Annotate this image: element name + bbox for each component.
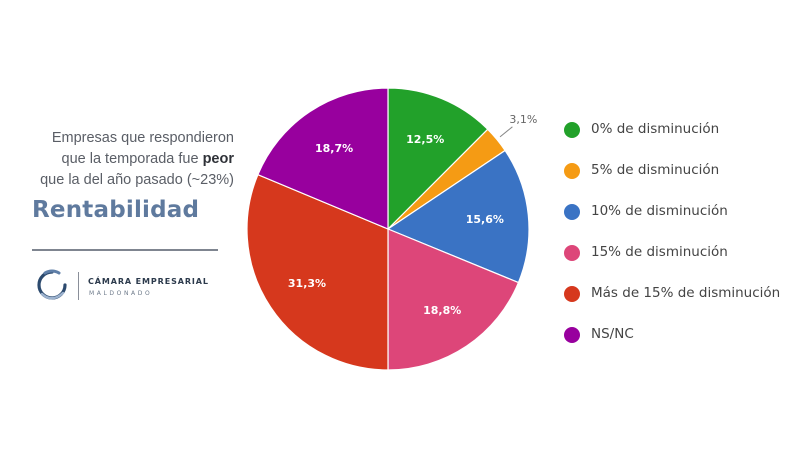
subtitle-line-3: que la del año pasado (~23%) [40,172,234,188]
legend-swatch-2 [564,204,580,220]
pie-slice-label-2: 15,6% [466,213,504,226]
logo-separator [78,272,79,300]
pie-slice-0 [387,87,489,231]
subtitle-emphasis: peor [202,151,234,167]
pie-slice-leader-1 [499,126,513,138]
logo-name: CÁMARA EMPRESARIAL [88,277,209,286]
pie-slice-label-1: 3,1% [509,113,537,126]
legend-item-2: 10% de disminución [564,201,800,242]
pie-slice-label-3: 18,8% [423,304,461,317]
subtitle-line-1: Empresas que respondieron [51,130,234,146]
legend-item-1: 5% de disminución [564,160,800,201]
legend-item-0: 0% de disminución [564,119,800,160]
legend-label-0: 0% de disminución [591,121,720,137]
pie-slice-5 [257,87,389,230]
legend-label-2: 10% de disminución [591,203,728,219]
pie-slice-2 [386,149,530,284]
logo-place: MALDONADO [89,290,153,297]
legend-label-3: 15% de disminución [591,244,728,260]
legend-swatch-4 [564,286,580,302]
pie-slice-3 [387,228,520,371]
pie-slice-label-0: 12,5% [406,133,444,146]
left-panel: Empresas que respondieron que la tempora… [0,0,240,458]
legend-swatch-1 [564,163,580,179]
chart-legend: 0% de disminución 5% de disminución 10% de… [564,119,800,365]
camara-empresarial-logo: CÁMARA EMPRESARIAL MALDONADO [32,268,232,308]
legend-swatch-0 [564,122,580,138]
pie-slice-label-4: 31,3% [288,277,326,290]
pie-slice-4 [246,173,389,371]
legend-item-5: NS/NC [564,324,800,365]
chart-subtitle: Empresas que respondieron que la tempora… [8,128,234,191]
legend-item-3: 15% de disminución [564,242,800,283]
camara-empresarial-logo-icon [37,269,67,300]
legend-label-4: Más de 15% de disminución [591,285,781,301]
pie-slice-label-5: 18,7% [315,142,353,155]
title-divider [32,249,218,251]
subtitle-line-2: que la temporada fue [61,151,203,167]
legend-swatch-5 [564,327,580,343]
legend-swatch-3 [564,245,580,261]
legend-item-4: Más de 15% de disminución [564,283,800,324]
chart-title: Rentabilidad [32,197,200,223]
legend-label-5: NS/NC [591,326,634,342]
legend-label-1: 5% de disminución [591,162,720,178]
